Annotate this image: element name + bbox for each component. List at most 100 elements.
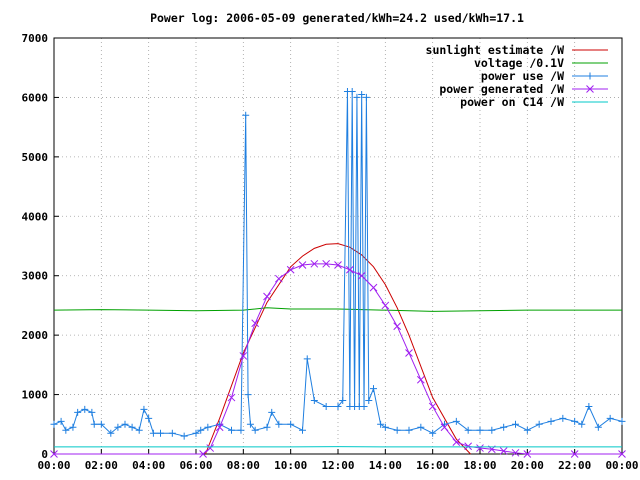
data-point [369, 283, 378, 292]
data-point [606, 414, 614, 422]
x-tick-label: 00:00 [37, 459, 70, 472]
data-point [360, 402, 368, 410]
data-point [242, 111, 250, 119]
data-point [275, 420, 283, 428]
data-point [464, 442, 473, 451]
data-point [353, 93, 361, 101]
data-point [322, 402, 330, 410]
x-tick-label: 16:00 [416, 459, 449, 472]
data-point [274, 274, 283, 283]
data-point [74, 408, 82, 416]
data-point [135, 426, 143, 434]
data-point [334, 261, 342, 269]
data-point [90, 420, 98, 428]
data-point [88, 408, 96, 416]
x-tick-label: 02:00 [85, 459, 118, 472]
data-point [251, 319, 260, 328]
y-tick-label: 6000 [22, 91, 49, 104]
y-tick-label: 7000 [22, 32, 49, 45]
data-point [365, 397, 373, 405]
series-line [205, 243, 471, 455]
data-point [322, 259, 331, 268]
data-point [50, 420, 58, 428]
data-point [357, 271, 366, 280]
data-point [206, 444, 215, 452]
data-point [227, 393, 236, 402]
data-point [149, 429, 157, 437]
data-point [358, 90, 366, 98]
data-point [303, 355, 311, 363]
series-power-use-w [50, 87, 626, 440]
data-point [594, 423, 602, 431]
x-tick-label: 20:00 [511, 459, 544, 472]
data-point [263, 292, 271, 301]
axes: 00:00 02:00 04:00 06:00 08:00 10:00 12:00 14:00… [22, 32, 639, 472]
data-point [298, 261, 307, 269]
y-tick-label: 5000 [22, 151, 49, 164]
series-line [53, 91, 623, 437]
y-tick-label: 4000 [22, 210, 49, 223]
data-point [339, 397, 347, 405]
series-voltage-0-1v [53, 307, 622, 312]
data-point [145, 414, 153, 422]
legend-label: sunlight estimate /W [426, 43, 565, 57]
data-point [578, 420, 586, 428]
data-point [107, 429, 115, 437]
data-point [405, 349, 413, 357]
data-point [345, 265, 354, 274]
data-point [416, 375, 425, 384]
data-point [239, 352, 248, 360]
x-tick-label: 08:00 [227, 459, 260, 472]
plot-border [53, 37, 623, 455]
data-point [511, 448, 520, 457]
data-point [50, 450, 58, 458]
series-layer [50, 87, 626, 458]
x-tick-label: 18:00 [463, 459, 496, 472]
legend-marker [586, 85, 594, 93]
data-point [286, 265, 295, 274]
data-point [476, 444, 484, 452]
data-point [334, 402, 342, 410]
data-point [523, 450, 532, 458]
data-point [140, 405, 148, 413]
data-point [199, 450, 207, 458]
data-point [263, 423, 271, 431]
data-point [81, 405, 89, 413]
x-tick-label: 00:00 [605, 459, 638, 472]
y-tick-label: 2000 [22, 329, 49, 342]
y-tick-label: 0 [41, 448, 48, 461]
data-point [618, 417, 626, 425]
data-point [570, 450, 579, 458]
data-point [228, 426, 235, 434]
series-sunlight-estimate-w [205, 243, 471, 455]
series-line [53, 307, 622, 312]
data-point [246, 420, 254, 428]
data-point [393, 322, 402, 331]
data-point [204, 423, 212, 431]
x-tick-label: 14:00 [369, 459, 402, 472]
data-point [452, 438, 461, 446]
data-point [114, 423, 122, 431]
legend-label: power on C14 /W [460, 95, 564, 109]
x-tick-label: 12:00 [321, 459, 354, 472]
x-tick-label: 04:00 [132, 459, 165, 472]
data-point [62, 426, 70, 434]
data-point [287, 420, 295, 428]
legend-label: power generated /W [439, 82, 564, 96]
data-point [97, 420, 105, 428]
data-point [452, 417, 460, 425]
x-tick-label: 22:00 [558, 459, 591, 472]
data-point [197, 426, 205, 434]
data-point [618, 450, 626, 458]
data-point [192, 429, 200, 437]
data-point [299, 426, 306, 434]
data-point [57, 417, 65, 425]
data-point [215, 423, 224, 432]
data-point [464, 426, 472, 434]
data-point [310, 259, 319, 268]
data-point [393, 426, 401, 434]
data-point [499, 447, 508, 455]
data-point [157, 429, 164, 437]
chart-title: Power log: 2006-05-09 generated/kWh=24.2… [150, 11, 524, 25]
data-point [128, 423, 136, 431]
